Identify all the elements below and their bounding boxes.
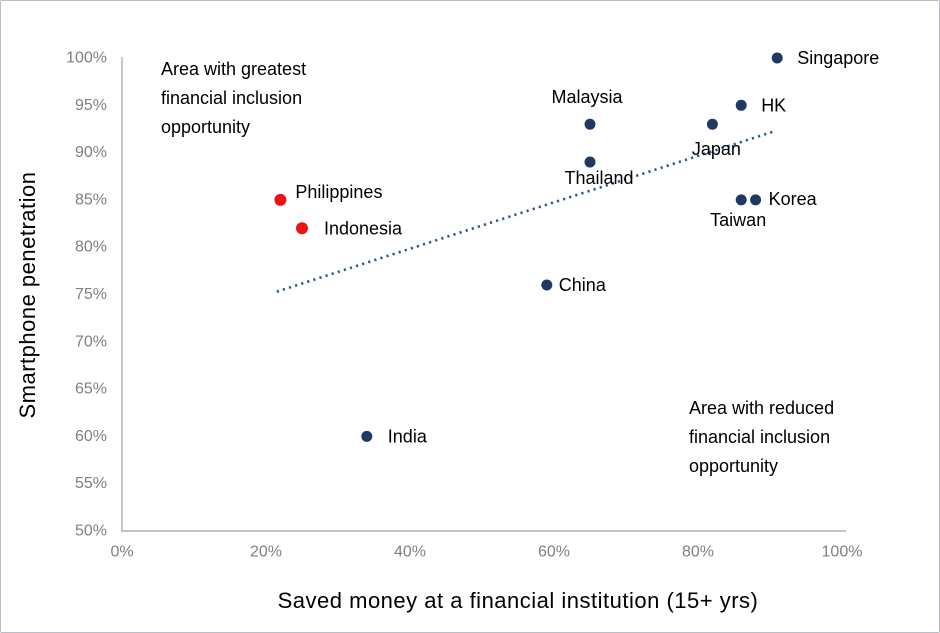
y-tick-100-: 100% [66,50,107,67]
data-point-korea [750,194,762,206]
annotation-reduced-opportunity-line-3: opportunity [689,456,778,476]
y-tick-95-: 95% [75,97,107,114]
x-tick-60-: 60% [538,544,570,561]
y-tick-65-: 65% [75,381,107,398]
data-label-indonesia: Indonesia [324,218,403,238]
y-tick-85-: 85% [75,191,107,208]
data-label-japan: Japan [692,139,741,159]
y-tick-80-: 80% [75,239,107,256]
y-axis-title: Smartphone penetration [15,171,40,418]
y-tick-75-: 75% [75,286,107,303]
x-tick-20-: 20% [250,544,282,561]
data-label-taiwan: Taiwan [710,210,766,230]
data-label-thailand: Thailand [564,168,633,188]
trendline [276,129,777,293]
data-point-china [541,279,553,291]
data-label-malaysia: Malaysia [551,87,623,107]
data-label-singapore: Singapore [797,48,879,68]
data-label-india: India [388,426,428,446]
x-axis-title: Saved money at a financial institution (… [278,588,759,613]
x-tick-40-: 40% [394,544,426,561]
y-tick-55-: 55% [75,475,107,492]
y-tick-60-: 60% [75,428,107,445]
data-point-singapore [771,52,783,64]
y-tick-50-: 50% [75,523,107,540]
x-tick-100-: 100% [822,544,863,561]
annotation-greatest-opportunity-line-1: Area with greatest [161,59,306,79]
annotation-reduced-opportunity-line-1: Area with reduced [689,398,834,418]
data-point-philippines [274,193,287,206]
data-point-hk [735,99,747,111]
data-label-china: China [559,275,607,295]
data-point-malaysia [584,118,596,130]
annotation-greatest-opportunity-line-2: financial inclusion [161,88,302,108]
y-tick-70-: 70% [75,333,107,350]
data-point-india [361,430,373,442]
data-label-philippines: Philippines [295,182,382,202]
annotation-greatest-opportunity-line-3: opportunity [161,117,250,137]
data-label-korea: Korea [769,189,818,209]
x-tick-80-: 80% [682,544,714,561]
data-point-indonesia [296,222,308,235]
data-point-japan [706,118,718,130]
data-point-taiwan [735,194,747,206]
x-tick-0-: 0% [110,544,133,561]
annotation-reduced-opportunity-line-2: financial inclusion [689,427,830,447]
data-point-thailand [584,156,596,168]
y-tick-90-: 90% [75,144,107,161]
data-label-hk: HK [761,95,786,115]
